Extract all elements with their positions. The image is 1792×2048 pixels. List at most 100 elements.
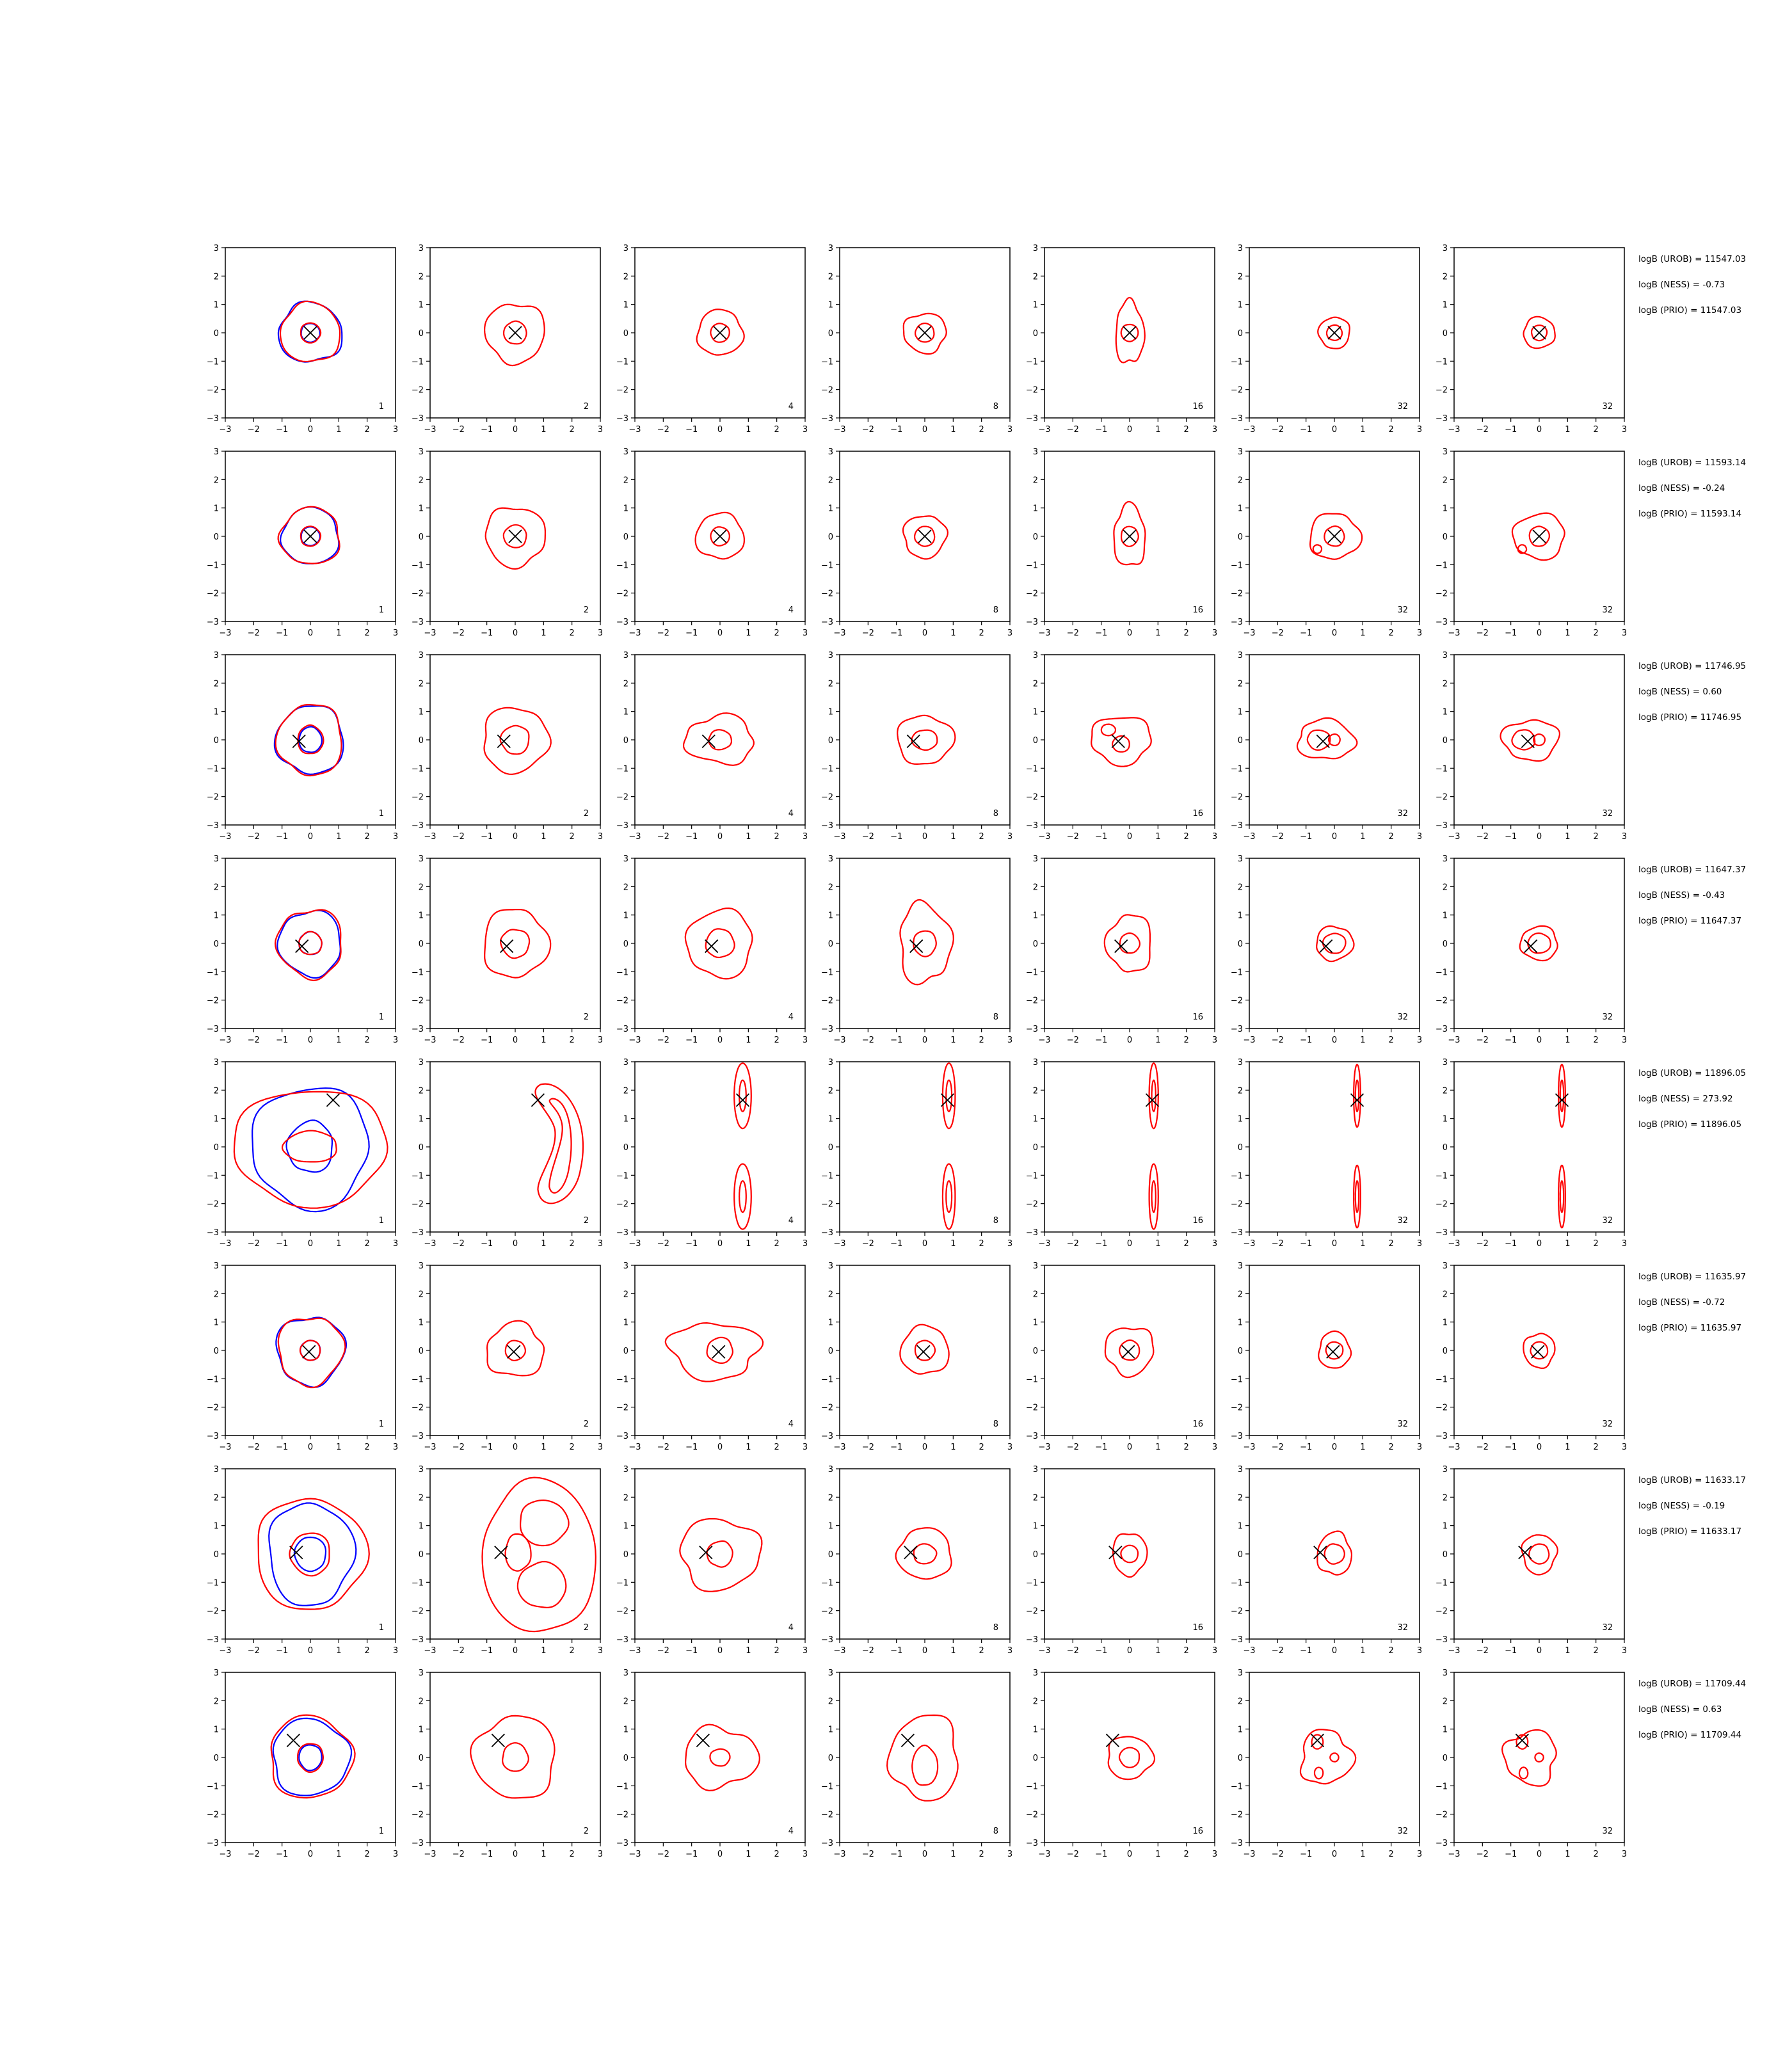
- blue-contour: [273, 705, 344, 776]
- x-tick-label: 0: [308, 1036, 313, 1045]
- panel-frame: [1453, 1061, 1625, 1233]
- y-tick-label: −2: [207, 589, 219, 599]
- y-tick-label: 2: [1033, 1086, 1038, 1096]
- y-tick-label: 0: [1238, 1143, 1243, 1153]
- x-tick-label: −1: [890, 1239, 902, 1249]
- y-tick-label: −3: [821, 618, 833, 627]
- panel-frame: [839, 858, 1011, 1029]
- red-contour: [738, 1180, 747, 1213]
- x-tick-label: 1: [1565, 1036, 1570, 1045]
- x-tick-label: 0: [308, 425, 313, 435]
- x-tick-label: 3: [393, 1036, 398, 1045]
- x-tick-label: 2: [1594, 1850, 1599, 1859]
- y-tick-label: −3: [1436, 1228, 1448, 1238]
- y-tick-label: 1: [623, 1115, 628, 1124]
- logb-annotation: logB (UROB) = 11547.03: [1638, 254, 1747, 264]
- y-tick-label: 2: [1238, 272, 1243, 282]
- x-tick-label: −3: [219, 1239, 231, 1249]
- red-contour: [534, 1083, 584, 1204]
- panel-frame: [1044, 451, 1215, 622]
- y-tick-label: −2: [1231, 589, 1243, 599]
- x-tick-label: 2: [1184, 628, 1189, 638]
- x-tick-label: 3: [1007, 628, 1012, 638]
- red-contour: [738, 1079, 747, 1112]
- panel-frame: [1044, 1061, 1215, 1233]
- mode-marker-x: [1145, 1093, 1160, 1107]
- contour-panel: −3 −2 −1 0 1 2 3 3 2 1 0 −1 −2 −3 2: [412, 854, 603, 1045]
- red-contour: [279, 300, 341, 363]
- red-contour: [470, 1715, 556, 1799]
- y-tick-label: −1: [616, 1375, 628, 1384]
- x-tick-label: 3: [803, 1443, 808, 1452]
- x-tick-label: 0: [1537, 425, 1542, 435]
- y-tick-label: 3: [1238, 1465, 1243, 1475]
- logb-annotation: logB (PRIO) = 11709.44: [1638, 1730, 1742, 1740]
- panel-frame: [634, 1061, 806, 1233]
- red-contour: [1313, 1766, 1324, 1780]
- logb-annotation: logB (PRIO) = 11746.95: [1638, 712, 1742, 723]
- x-tick-label: −1: [890, 628, 902, 638]
- red-contour: [941, 1062, 956, 1130]
- x-tick-label: −3: [628, 1239, 641, 1249]
- x-tick-label: 1: [541, 1443, 546, 1452]
- y-tick-label: −2: [616, 1811, 628, 1820]
- y-tick-label: 0: [214, 532, 219, 542]
- y-tick-label: 3: [623, 1261, 628, 1271]
- red-contour: [257, 1498, 370, 1610]
- y-tick-label: 1: [1033, 1522, 1038, 1532]
- red-contour: [1118, 1747, 1140, 1768]
- panel-frame: [429, 858, 601, 1029]
- mode-marker-x: [699, 1546, 713, 1560]
- panel-frame: [225, 1468, 396, 1640]
- x-tick-label: −1: [1095, 1646, 1107, 1656]
- contour-panel: −3 −2 −1 0 1 2 3 3 2 1 0 −1 −2 −3 8: [821, 244, 1012, 435]
- x-tick-label: −1: [1095, 1239, 1107, 1249]
- x-tick-label: 3: [1212, 1646, 1217, 1656]
- logb-annotation: logB (PRIO) = 11547.03: [1638, 305, 1742, 316]
- y-tick-label: 2: [1033, 679, 1038, 689]
- y-tick-label: −2: [207, 1404, 219, 1413]
- x-tick-label: 3: [1212, 628, 1217, 638]
- x-tick-label: −2: [452, 425, 465, 435]
- y-tick-label: 3: [1033, 651, 1038, 660]
- y-tick-label: −1: [1026, 1578, 1038, 1588]
- logb-annotation: logB (UROB) = 11633.17: [1638, 1475, 1747, 1485]
- y-tick-label: 1: [214, 1115, 219, 1124]
- red-contour: [1091, 717, 1152, 767]
- panel-frame: [1453, 1468, 1625, 1640]
- x-tick-label: 1: [1360, 1443, 1365, 1452]
- panel-frame: [225, 1061, 396, 1233]
- y-tick-label: −3: [616, 1228, 628, 1238]
- y-tick-label: 1: [419, 301, 424, 310]
- x-tick-label: −1: [1095, 832, 1107, 842]
- x-tick-label: 2: [365, 1646, 370, 1656]
- x-tick-label: 1: [746, 1646, 751, 1656]
- x-tick-label: 1: [541, 1646, 546, 1656]
- red-contour: [1354, 1079, 1360, 1112]
- x-tick-label: 2: [1184, 832, 1189, 842]
- x-tick-label: 3: [1417, 1443, 1422, 1452]
- y-tick-label: 2: [214, 1290, 219, 1299]
- contour-panel: −3 −2 −1 0 1 2 3 3 2 1 0 −1 −2 −3 8: [821, 1058, 1012, 1249]
- red-contour: [679, 1517, 763, 1592]
- x-tick-label: −3: [424, 1646, 436, 1656]
- y-tick-label: 3: [828, 447, 833, 457]
- y-tick-label: 0: [1443, 940, 1448, 949]
- y-tick-label: −1: [1231, 357, 1243, 367]
- logb-annotation: logB (NESS) = -0.43: [1638, 890, 1725, 900]
- x-tick-label: 0: [1332, 1239, 1337, 1249]
- y-tick-label: 3: [623, 244, 628, 253]
- y-tick-label: −3: [1436, 821, 1448, 831]
- red-contour: [899, 1324, 950, 1375]
- y-tick-label: 2: [623, 476, 628, 485]
- x-tick-label: 2: [979, 832, 984, 842]
- x-tick-label: −2: [1272, 425, 1284, 435]
- y-tick-label: −1: [821, 1578, 833, 1588]
- red-contour: [684, 1724, 760, 1791]
- y-tick-label: 3: [214, 1465, 219, 1475]
- x-tick-label: 0: [1332, 425, 1337, 435]
- x-tick-label: 3: [1417, 1850, 1422, 1859]
